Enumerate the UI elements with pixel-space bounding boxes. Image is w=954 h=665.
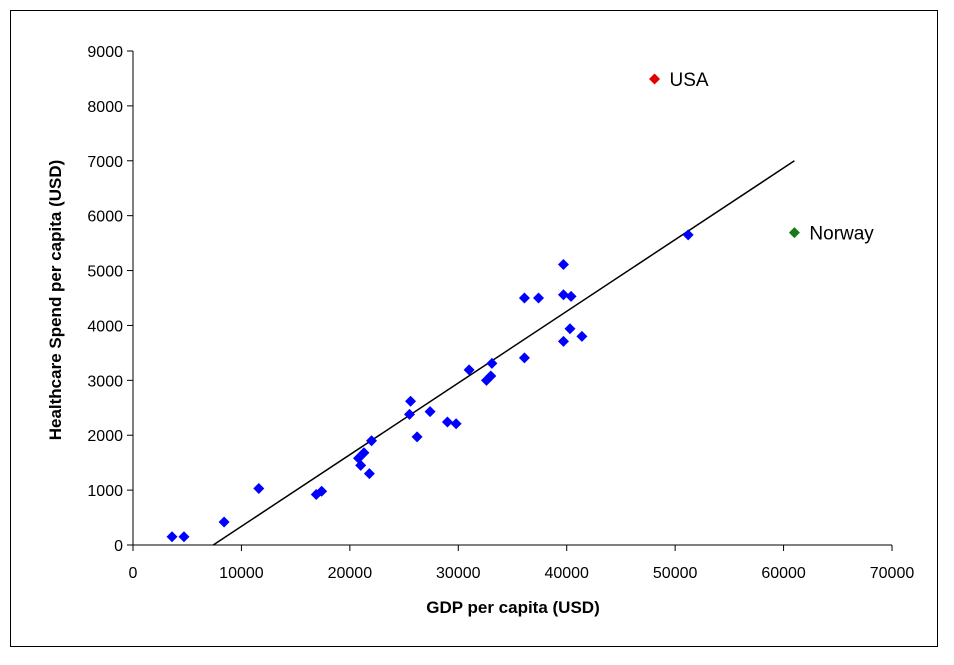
data-point-countries [557, 259, 569, 271]
annotations: USA Norway [670, 70, 875, 245]
data-points [166, 73, 800, 543]
x-tick-label: 50000 [653, 565, 698, 582]
annotation-norway: Norway [809, 224, 874, 245]
data-point-countries [518, 352, 530, 364]
y-axis-title: Healthcare Spend per capita (USD) [46, 160, 65, 441]
data-point-norway [788, 227, 800, 239]
data-point-countries [218, 516, 230, 528]
data-point-countries [486, 357, 498, 369]
y-tick-label: 8000 [87, 99, 123, 116]
y-tick-label: 9000 [87, 44, 123, 61]
annotation-usa: USA [670, 70, 709, 91]
data-point-countries [403, 408, 415, 420]
data-point-countries [533, 292, 545, 304]
data-point-countries [576, 330, 588, 342]
data-point-countries [518, 292, 530, 304]
data-point-countries [355, 459, 367, 471]
data-point-countries [424, 406, 436, 418]
x-tick-label: 30000 [436, 565, 481, 582]
data-point-countries [166, 531, 178, 543]
y-tick-label: 4000 [87, 318, 123, 335]
data-point-countries [485, 370, 497, 382]
data-point-countries [405, 395, 417, 407]
x-tick-label: 60000 [761, 565, 806, 582]
x-tick-label: 0 [129, 565, 138, 582]
x-tick-label: 70000 [870, 565, 915, 582]
x-axis-title: GDP per capita (USD) [426, 598, 600, 617]
y-tick-label: 0 [114, 538, 123, 555]
trendline-group [212, 160, 795, 546]
data-point-countries [363, 468, 375, 480]
data-point-countries [557, 335, 569, 347]
data-point-countries [358, 447, 370, 459]
axes: 0 1000 2000 3000 4000 5000 6000 7000 8000 9000 0 10… [87, 44, 914, 582]
chart-frame [10, 10, 938, 647]
data-point-countries [564, 323, 576, 335]
data-point-countries [557, 289, 569, 301]
y-tick-label: 3000 [87, 373, 123, 390]
data-point-countries [682, 229, 694, 241]
data-point-usa [649, 73, 661, 85]
y-tick-label: 6000 [87, 209, 123, 226]
y-tick-label: 5000 [87, 264, 123, 281]
data-point-countries [366, 435, 378, 447]
data-point-countries [253, 482, 265, 494]
trendline [212, 160, 795, 546]
y-tick-label: 1000 [87, 483, 123, 500]
data-point-countries [178, 531, 190, 543]
data-point-countries [441, 416, 453, 428]
data-point-countries [463, 364, 475, 376]
data-point-countries [450, 418, 462, 430]
data-point-countries [565, 290, 577, 302]
x-tick-label: 10000 [219, 565, 264, 582]
y-tick-label: 2000 [87, 428, 123, 445]
y-tick-label: 7000 [87, 154, 123, 171]
data-point-countries [316, 485, 328, 497]
x-tick-label: 20000 [328, 565, 373, 582]
data-point-countries [411, 431, 423, 443]
x-tick-label: 40000 [544, 565, 589, 582]
